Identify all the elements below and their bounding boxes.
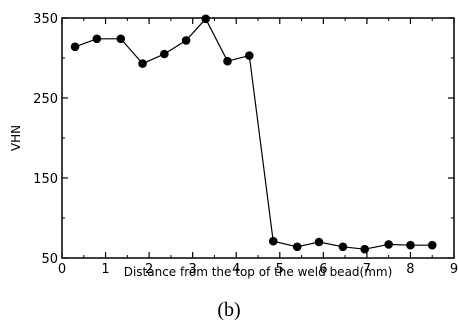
data-points [70, 14, 437, 254]
tick-labels: 0 1 2 3 4 5 6 7 8 9 50 150 250 350 [33, 12, 458, 277]
data-point [160, 49, 169, 59]
data-point [70, 42, 80, 52]
figure-caption: (b) [217, 299, 241, 321]
data-point [406, 240, 415, 250]
y-tick-label: 350 [33, 12, 58, 27]
data-point [181, 36, 191, 45]
data-point [268, 236, 278, 246]
data-point [360, 244, 370, 254]
x-tick-label: 0 [58, 262, 66, 277]
data-point [116, 34, 126, 44]
series-line [74, 17, 433, 250]
x-tick-label: 7 [363, 262, 371, 277]
data-point [338, 242, 348, 252]
y-tick-label: 150 [33, 172, 58, 187]
data-point [92, 34, 102, 44]
plot-frame [61, 17, 455, 259]
axis-ticks [61, 17, 455, 259]
x-axis-label: Distance from the top of the weld bead(m… [124, 265, 393, 279]
x-tick-label: 2 [145, 262, 153, 277]
data-point [292, 242, 302, 252]
data-point [314, 237, 324, 247]
x-tick-label: 9 [450, 262, 458, 277]
data-point [223, 56, 232, 66]
x-tick-label: 8 [406, 262, 414, 277]
x-tick-label: 4 [232, 262, 240, 277]
x-tick-label: 1 [101, 262, 109, 277]
data-point [138, 59, 147, 68]
data-point [427, 240, 437, 250]
y-axis-label: VHN [9, 125, 23, 151]
y-tick-label: 250 [33, 92, 58, 107]
data-point [384, 240, 393, 249]
x-tick-label: 3 [189, 262, 197, 277]
data-point [244, 51, 254, 60]
x-tick-label: 6 [319, 262, 327, 277]
x-tick-label: 5 [276, 262, 284, 277]
y-tick-label: 50 [41, 252, 58, 267]
data-point [201, 14, 211, 24]
